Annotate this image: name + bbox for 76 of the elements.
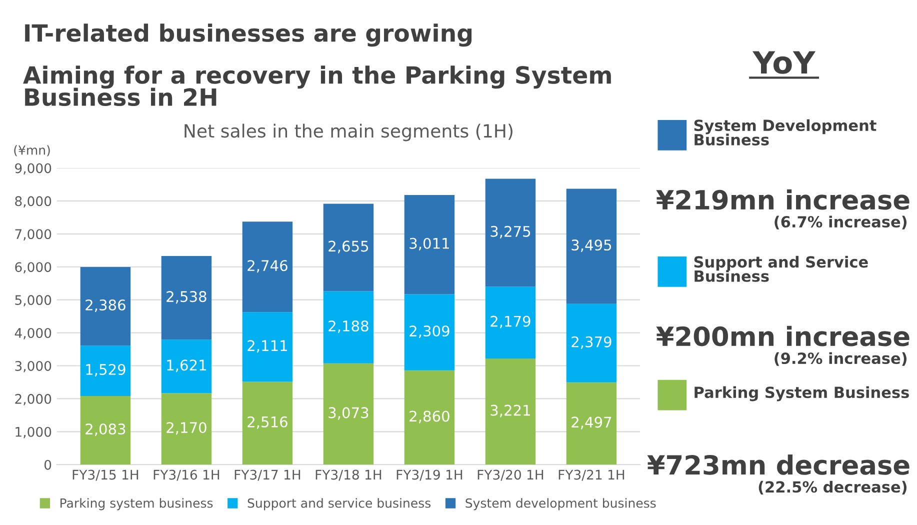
data-label: 2,516: [248, 416, 288, 429]
text: Aiming for a recovery in the Parking System Business in 2H: [23, 66, 611, 106]
data-label: 1,621: [167, 360, 206, 372]
text: Parking System Business: [694, 386, 909, 402]
bar: [404, 195, 455, 294]
data-label: 2,860: [410, 410, 450, 424]
data-label: 2,386: [86, 299, 126, 312]
bar: [566, 304, 617, 382]
y-tick-label: 5,000: [15, 295, 52, 306]
text: ¥219mn increase: [656, 189, 910, 210]
x-tick-label: FY3/15 1H: [72, 470, 138, 481]
data-label: 2,309: [410, 326, 450, 338]
bar: [242, 222, 293, 312]
legend-label: System development business: [466, 498, 656, 510]
legend-label: Parking system business: [60, 498, 213, 510]
y-axis-title: (¥mn): [14, 145, 50, 156]
bar: [323, 204, 374, 292]
data-label: 2,111: [248, 340, 287, 353]
data-label: 3,221: [490, 404, 530, 418]
bar: [404, 294, 455, 370]
data-label: 2,746: [248, 260, 288, 273]
data-label: 2,655: [328, 240, 368, 254]
data-label: 2,497: [572, 416, 612, 430]
x-tick-label: FY3/20 1H: [478, 470, 544, 481]
text: (9.2% increase): [774, 352, 907, 366]
bar: [161, 393, 212, 465]
text: ¥200mn increase: [656, 326, 910, 346]
chart-title: Net sales in the main segments (1H): [184, 124, 512, 142]
data-label: 3,011: [410, 238, 449, 250]
bar: [404, 370, 455, 465]
data-label: 2,083: [86, 424, 126, 436]
text: (22.5% decrease): [758, 480, 907, 494]
bar: [485, 358, 536, 465]
text: ¥723mn decrease: [647, 454, 910, 475]
y-tick-label: 3,000: [15, 360, 52, 372]
x-tick-label: FY3/21 1H: [558, 470, 624, 481]
bar: [323, 363, 374, 465]
bar: [485, 178, 536, 287]
text: YoY: [752, 51, 816, 74]
data-label: 1,529: [86, 364, 126, 376]
bar: [566, 382, 617, 465]
x-tick-label: FY3/17 1H: [234, 470, 300, 481]
bar: [242, 312, 293, 382]
bar: [161, 256, 212, 340]
data-label: 2,379: [572, 336, 612, 349]
bar: [566, 188, 617, 304]
y-tick-label: 7,000: [15, 229, 52, 240]
y-tick-label: 1,000: [16, 426, 52, 438]
data-label: 2,538: [166, 291, 206, 304]
bar: [485, 286, 536, 358]
text: System Development Business: [694, 119, 876, 146]
bar: [323, 291, 374, 364]
text: IT-related businesses are growing: [25, 24, 472, 47]
y-tick-label: 8,000: [15, 196, 52, 208]
data-label: 2,179: [490, 316, 530, 328]
bar: [80, 346, 131, 396]
bar: [161, 340, 212, 394]
x-tick-label: FY3/16 1H: [154, 470, 220, 481]
bar: [80, 266, 131, 346]
text: Support and Service Business: [694, 256, 868, 282]
data-label: 3,073: [328, 407, 368, 420]
bar: [80, 396, 131, 465]
data-label: 2,170: [166, 422, 206, 435]
bar: [242, 382, 293, 465]
y-tick-label: 4,000: [14, 328, 52, 340]
data-label: 3,275: [490, 226, 530, 238]
x-tick-label: FY3/19 1H: [396, 470, 462, 481]
y-tick-label: 0: [44, 460, 52, 470]
y-tick-label: 9,000: [15, 163, 52, 175]
data-label: 2,188: [328, 320, 368, 334]
y-tick-label: 6,000: [15, 262, 52, 274]
x-tick-label: FY3/18 1H: [316, 470, 382, 481]
data-label: 3,495: [572, 240, 612, 252]
y-tick-label: 2,000: [15, 394, 52, 406]
legend-label: Support and service business: [248, 498, 431, 510]
text: (6.7% increase): [774, 216, 907, 230]
